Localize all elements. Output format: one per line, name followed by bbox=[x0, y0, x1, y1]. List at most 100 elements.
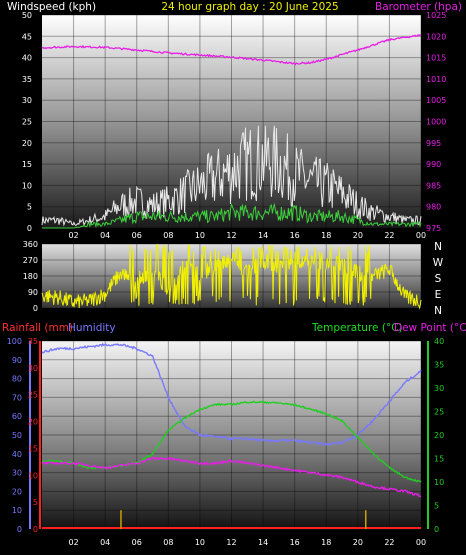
x-tick-label: 14 bbox=[258, 538, 268, 547]
humidity-tick-label: 80 bbox=[12, 375, 22, 384]
x-tick-label: 12 bbox=[226, 538, 236, 547]
x-tick-label: 02 bbox=[68, 231, 78, 240]
barometer-axis-title: Barometer (hpa) bbox=[375, 1, 462, 13]
temperature-tick-label: 25 bbox=[434, 408, 444, 417]
humidity-tick-label: 20 bbox=[12, 487, 22, 496]
temperature-axis-title: Temperature (°C) bbox=[311, 322, 403, 334]
rainfall-tick-label: 0 bbox=[33, 525, 38, 534]
humidity-tick-label: 70 bbox=[12, 393, 22, 402]
x-tick-label: 06 bbox=[132, 231, 142, 240]
humidity-tick-label: 0 bbox=[17, 525, 22, 534]
temperature-tick-label: 5 bbox=[434, 502, 439, 511]
humidity-tick-label: 30 bbox=[12, 469, 22, 478]
windspeed-tick-label: 30 bbox=[22, 96, 32, 105]
rainfall-tick-label: 20 bbox=[28, 418, 38, 427]
direction-tick-label: 90 bbox=[28, 288, 38, 297]
x-tick-label: 22 bbox=[384, 538, 394, 547]
x-axis-ticks-bottom: 02 04 06 08 10 12 14 16 18 20 22 00 bbox=[68, 538, 426, 547]
compass-label-w: W bbox=[433, 257, 444, 269]
barometer-tick-label: 990 bbox=[426, 160, 441, 169]
x-tick-label: 08 bbox=[163, 538, 173, 547]
humidity-line bbox=[41, 342, 422, 447]
direction-tick-label: 180 bbox=[23, 272, 38, 281]
windspeed-gust-line bbox=[41, 125, 422, 227]
x-tick-label: 04 bbox=[100, 538, 110, 547]
rainfall-tick-label: 35 bbox=[28, 337, 38, 346]
x-tick-label: 10 bbox=[195, 231, 205, 240]
barometer-line bbox=[41, 34, 422, 66]
compass-label-e: E bbox=[435, 289, 442, 301]
rainfall-tick-label: 30 bbox=[28, 364, 38, 373]
windspeed-tick-label: 50 bbox=[22, 11, 32, 20]
x-tick-label: 02 bbox=[68, 538, 78, 547]
windspeed-tick-label: 20 bbox=[22, 139, 32, 148]
windspeed-ticks: 0 5 10 15 20 25 30 35 40 45 50 bbox=[22, 11, 32, 233]
barometer-tick-label: 995 bbox=[426, 139, 441, 148]
x-tick-label: 12 bbox=[226, 231, 236, 240]
x-tick-label: 10 bbox=[195, 538, 205, 547]
chart-title: 24 hour graph day : 20 June 2025 bbox=[161, 1, 338, 13]
barometer-tick-label: 985 bbox=[426, 181, 441, 190]
temp-panel-series bbox=[41, 342, 422, 529]
rainfall-tick-label: 5 bbox=[33, 498, 38, 507]
rainfall-tick-label: 15 bbox=[28, 444, 38, 453]
windspeed-tick-label: 25 bbox=[22, 118, 32, 127]
x-tick-label: 00 bbox=[416, 538, 426, 547]
x-tick-label: 16 bbox=[290, 231, 300, 240]
temp-panel-grid bbox=[42, 340, 422, 530]
windspeed-tick-label: 5 bbox=[27, 203, 32, 212]
wind-direction-line bbox=[41, 243, 422, 310]
barometer-tick-label: 1005 bbox=[426, 96, 446, 105]
barometer-tick-label: 1010 bbox=[426, 75, 446, 84]
humidity-tick-label: 10 bbox=[12, 506, 22, 515]
windspeed-tick-label: 45 bbox=[22, 32, 32, 41]
wind-panel-grid bbox=[42, 14, 422, 229]
rainfall-tick-label: 10 bbox=[28, 471, 38, 480]
wind-panel-series bbox=[41, 34, 422, 229]
direction-panel-series bbox=[41, 243, 422, 310]
temperature-tick-label: 35 bbox=[434, 361, 444, 370]
direction-tick-label: 270 bbox=[23, 256, 38, 265]
temperature-ticks: 0 5 10 15 20 25 30 35 40 bbox=[434, 337, 444, 534]
temperature-tick-label: 0 bbox=[434, 525, 439, 534]
windspeed-tick-label: 0 bbox=[27, 224, 32, 233]
x-tick-label: 20 bbox=[353, 538, 363, 547]
temperature-tick-label: 15 bbox=[434, 455, 444, 464]
barometer-tick-label: 1025 bbox=[426, 11, 446, 20]
x-tick-label: 20 bbox=[353, 231, 363, 240]
windspeed-axis-title: Windspeed (kph) bbox=[7, 1, 96, 13]
barometer-tick-label: 980 bbox=[426, 203, 441, 212]
temperature-tick-label: 10 bbox=[434, 478, 444, 487]
windspeed-tick-label: 40 bbox=[22, 54, 32, 63]
dewpoint-line bbox=[41, 456, 422, 498]
x-tick-label: 14 bbox=[258, 231, 268, 240]
humidity-tick-label: 100 bbox=[7, 337, 22, 346]
direction-tick-label: 0 bbox=[33, 304, 38, 313]
rainfall-ticks: 0 5 10 15 20 25 30 35 bbox=[28, 337, 38, 534]
dewpoint-axis-title: Dew Point (°C) bbox=[394, 322, 466, 334]
rainfall-tick-label: 25 bbox=[28, 391, 38, 400]
barometer-tick-label: 1015 bbox=[426, 54, 446, 63]
barometer-tick-label: 1020 bbox=[426, 32, 446, 41]
x-axis-ticks-top: 02 04 06 08 10 12 14 16 18 20 22 00 bbox=[68, 231, 426, 240]
humidity-axis-title: Humidity bbox=[68, 322, 116, 334]
x-tick-label: 06 bbox=[132, 538, 142, 547]
x-tick-label: 18 bbox=[321, 538, 331, 547]
humidity-tick-label: 50 bbox=[12, 431, 22, 440]
x-tick-label: 00 bbox=[416, 231, 426, 240]
x-tick-label: 22 bbox=[384, 231, 394, 240]
humidity-tick-label: 40 bbox=[12, 450, 22, 459]
windspeed-tick-label: 15 bbox=[22, 160, 32, 169]
barometer-tick-label: 975 bbox=[426, 224, 441, 233]
humidity-tick-label: 60 bbox=[12, 412, 22, 421]
compass-label-s: S bbox=[435, 273, 442, 285]
x-tick-label: 04 bbox=[100, 231, 110, 240]
windspeed-average-line bbox=[42, 202, 422, 229]
windspeed-tick-label: 35 bbox=[22, 75, 32, 84]
windspeed-tick-label: 10 bbox=[22, 181, 32, 190]
compass-labels: N W S E N bbox=[433, 241, 444, 317]
direction-tick-label: 360 bbox=[23, 240, 38, 249]
temperature-tick-label: 20 bbox=[434, 431, 444, 440]
x-tick-label: 16 bbox=[290, 538, 300, 547]
